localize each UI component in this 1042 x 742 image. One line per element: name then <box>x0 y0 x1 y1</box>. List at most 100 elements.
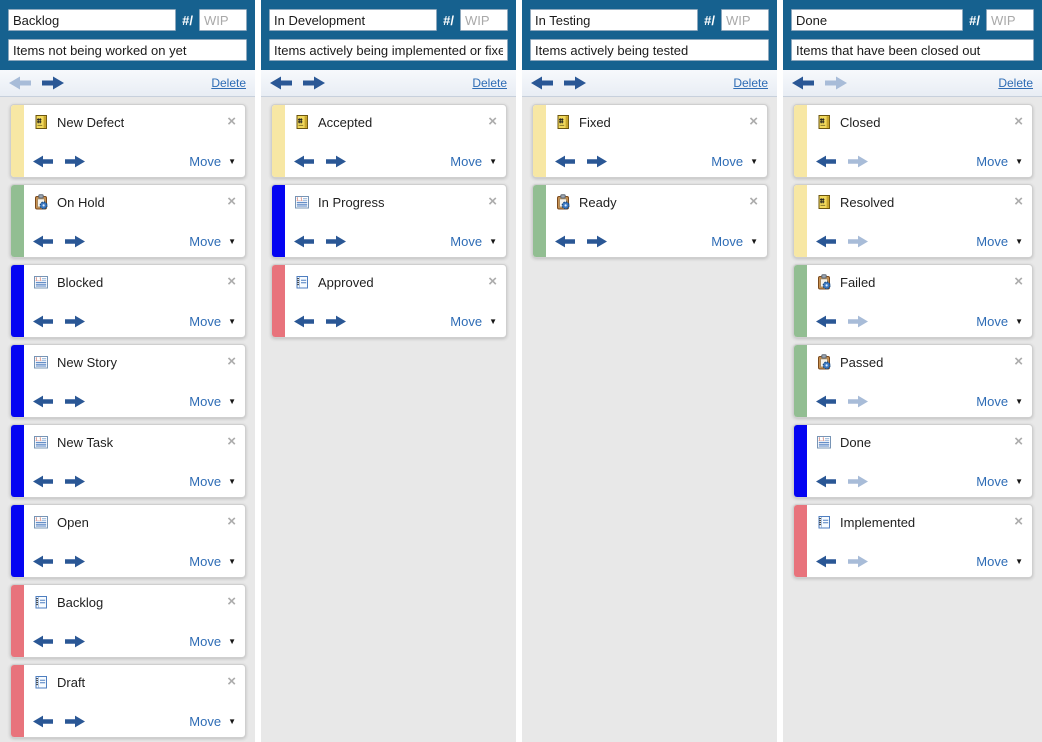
move-status-left-button[interactable] <box>816 235 836 248</box>
move-status-right-button[interactable] <box>587 235 607 248</box>
move-menu-button[interactable]: Move ▼ <box>189 554 236 569</box>
move-menu-button[interactable]: Move ▼ <box>450 234 497 249</box>
move-menu-button[interactable]: Move ▼ <box>189 634 236 649</box>
column-name-input[interactable] <box>530 9 699 31</box>
card-color-stripe <box>533 185 546 257</box>
move-status-right-button[interactable] <box>65 235 85 248</box>
move-status-right-button[interactable] <box>65 315 85 328</box>
close-icon[interactable]: × <box>488 113 497 130</box>
move-status-right-button[interactable] <box>65 475 85 488</box>
move-status-left-button[interactable] <box>33 155 53 168</box>
move-status-right-button[interactable] <box>65 155 85 168</box>
chevron-down-icon: ▼ <box>1015 316 1023 326</box>
move-column-left-button[interactable] <box>531 76 553 90</box>
close-icon[interactable]: × <box>1014 353 1023 370</box>
move-column-left-button[interactable] <box>270 76 292 90</box>
move-column-right-button[interactable] <box>564 76 586 90</box>
close-icon[interactable]: × <box>227 193 236 210</box>
move-status-right-button[interactable] <box>326 155 346 168</box>
move-menu-button[interactable]: Move ▼ <box>450 154 497 169</box>
move-status-left-button[interactable] <box>816 155 836 168</box>
move-status-left-button[interactable] <box>33 395 53 408</box>
column-description-input[interactable] <box>530 39 769 61</box>
move-column-left-button[interactable] <box>792 76 814 90</box>
close-icon[interactable]: × <box>1014 273 1023 290</box>
column-description-input[interactable] <box>269 39 508 61</box>
move-status-left-button[interactable] <box>816 395 836 408</box>
delete-column-link[interactable]: Delete <box>998 76 1033 90</box>
move-status-right-button[interactable] <box>65 555 85 568</box>
move-status-left-button[interactable] <box>816 555 836 568</box>
move-column-right-button[interactable] <box>303 76 325 90</box>
arrow-right-icon <box>326 235 346 248</box>
close-icon[interactable]: × <box>749 193 758 210</box>
status-card-in-progress: In Progress × Move ▼ <box>271 184 507 258</box>
move-menu-button[interactable]: Move ▼ <box>976 474 1023 489</box>
move-status-left-button[interactable] <box>33 315 53 328</box>
column-name-input[interactable] <box>8 9 177 31</box>
close-icon[interactable]: × <box>749 113 758 130</box>
column-name-input[interactable] <box>791 9 964 31</box>
close-icon[interactable]: × <box>488 273 497 290</box>
move-status-right-button[interactable] <box>587 155 607 168</box>
move-menu-button[interactable]: Move ▼ <box>976 234 1023 249</box>
move-status-left-button[interactable] <box>33 235 53 248</box>
delete-column-link[interactable]: Delete <box>211 76 246 90</box>
move-menu-button[interactable]: Move ▼ <box>711 154 758 169</box>
move-menu-button[interactable]: Move ▼ <box>976 314 1023 329</box>
close-icon[interactable]: × <box>1014 433 1023 450</box>
wip-limit-input[interactable] <box>460 9 508 31</box>
arrow-left-icon <box>816 155 836 168</box>
arrow-left-icon <box>33 635 53 648</box>
delete-column-link[interactable]: Delete <box>733 76 768 90</box>
column-description-input[interactable] <box>791 39 1034 61</box>
move-menu-button[interactable]: Move ▼ <box>189 154 236 169</box>
move-status-left-button[interactable] <box>816 475 836 488</box>
close-icon[interactable]: × <box>488 193 497 210</box>
move-status-left-button[interactable] <box>294 315 314 328</box>
move-menu-button[interactable]: Move ▼ <box>976 394 1023 409</box>
status-title: Closed <box>840 114 881 130</box>
move-status-left-button[interactable] <box>33 475 53 488</box>
close-icon[interactable]: × <box>227 273 236 290</box>
wip-limit-input[interactable] <box>721 9 769 31</box>
move-status-left-button[interactable] <box>33 715 53 728</box>
move-menu-button[interactable]: Move ▼ <box>189 714 236 729</box>
move-menu-button[interactable]: Move ▼ <box>450 314 497 329</box>
move-status-left-button[interactable] <box>294 155 314 168</box>
close-icon[interactable]: × <box>227 593 236 610</box>
move-menu-button[interactable]: Move ▼ <box>189 314 236 329</box>
wip-limit-input[interactable] <box>199 9 247 31</box>
move-status-left-button[interactable] <box>555 155 575 168</box>
move-status-left-button[interactable] <box>33 635 53 648</box>
move-menu-button[interactable]: Move ▼ <box>189 394 236 409</box>
move-menu-button[interactable]: Move ▼ <box>189 234 236 249</box>
move-status-right-button[interactable] <box>65 395 85 408</box>
column-name-input[interactable] <box>269 9 438 31</box>
move-status-right-button[interactable] <box>65 635 85 648</box>
move-menu-button[interactable]: Move ▼ <box>189 474 236 489</box>
close-icon[interactable]: × <box>1014 513 1023 530</box>
move-menu-button[interactable]: Move ▼ <box>711 234 758 249</box>
close-icon[interactable]: × <box>1014 113 1023 130</box>
move-status-left-button[interactable] <box>294 235 314 248</box>
close-icon[interactable]: × <box>227 433 236 450</box>
column-description-input[interactable] <box>8 39 247 61</box>
close-icon[interactable]: × <box>227 353 236 370</box>
move-status-right-button[interactable] <box>326 315 346 328</box>
move-status-right-button[interactable] <box>65 715 85 728</box>
move-column-right-button[interactable] <box>42 76 64 90</box>
move-status-left-button[interactable] <box>33 555 53 568</box>
move-status-left-button[interactable] <box>555 235 575 248</box>
wip-limit-input[interactable] <box>986 9 1034 31</box>
move-status-right-button[interactable] <box>326 235 346 248</box>
chevron-down-icon: ▼ <box>228 316 236 326</box>
close-icon[interactable]: × <box>227 673 236 690</box>
move-status-left-button[interactable] <box>816 315 836 328</box>
close-icon[interactable]: × <box>227 113 236 130</box>
move-menu-button[interactable]: Move ▼ <box>976 154 1023 169</box>
close-icon[interactable]: × <box>1014 193 1023 210</box>
delete-column-link[interactable]: Delete <box>472 76 507 90</box>
move-menu-button[interactable]: Move ▼ <box>976 554 1023 569</box>
close-icon[interactable]: × <box>227 513 236 530</box>
